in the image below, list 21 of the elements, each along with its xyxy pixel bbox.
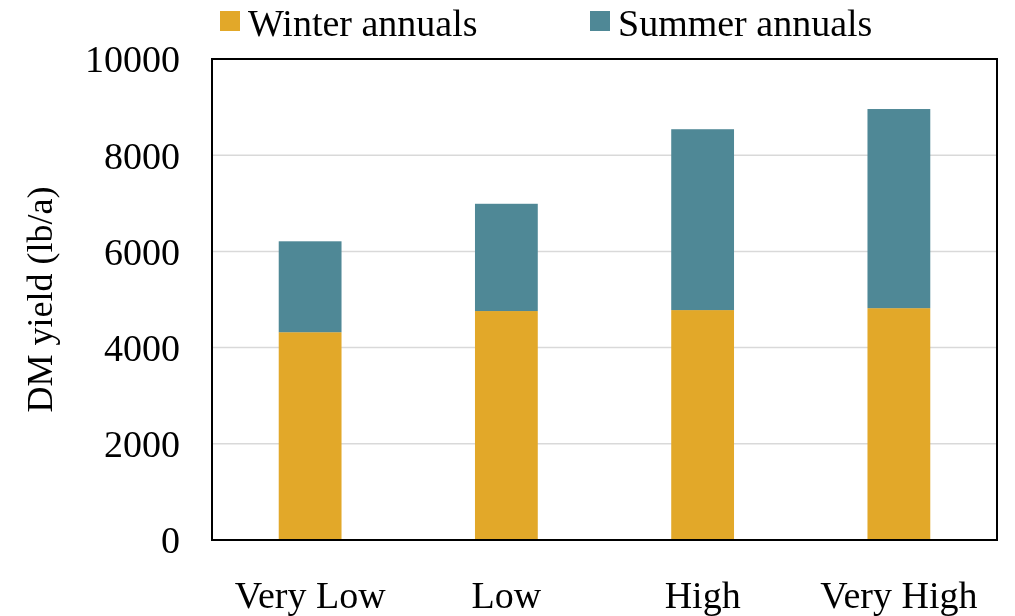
y-tick-label: 4000 [104,326,180,369]
bar [474,203,538,312]
bar [278,241,342,333]
y-tick-label: 6000 [104,230,180,273]
bar [474,311,538,540]
x-tick-label: Low [471,574,542,616]
bar [867,308,931,540]
y-tick-label: 8000 [104,134,180,177]
x-tick-label: High [664,574,741,616]
x-tick-label: Very High [820,574,978,616]
bar [671,129,735,311]
legend-label: Winter annuals [248,2,478,44]
x-tick-label: Very Low [234,574,387,616]
bar [671,310,735,540]
y-tick-label: 10000 [85,38,180,81]
y-axis-title: DM yield (lb/a) [20,186,60,413]
y-tick-label: 2000 [104,423,180,466]
bar [867,109,931,309]
bar [278,332,342,540]
y-tick-label: 0 [161,519,180,562]
legend-label: Summer annuals [618,2,873,44]
